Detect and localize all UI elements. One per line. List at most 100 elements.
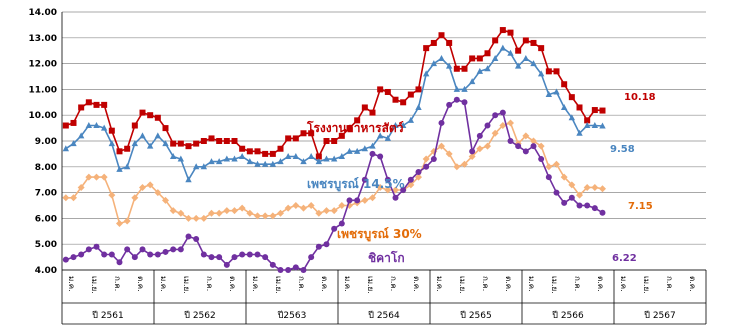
x-tick-label: ม.ค. [67, 276, 76, 292]
data-point [545, 163, 553, 171]
data-point [170, 246, 177, 253]
data-point [530, 143, 537, 150]
data-point [93, 173, 100, 181]
data-point [300, 130, 307, 137]
data-point [476, 145, 484, 153]
data-point [584, 117, 591, 124]
data-point [300, 158, 307, 165]
data-point [284, 152, 292, 159]
data-point [599, 107, 606, 114]
data-point [461, 99, 468, 106]
end-value-feed-mill: 10.18 [624, 92, 656, 103]
data-point [361, 145, 369, 152]
data-point [330, 155, 338, 162]
data-point [269, 150, 276, 157]
data-point [284, 204, 292, 212]
end-value-phetchabun-14-5: 9.58 [610, 144, 635, 155]
data-point [300, 267, 307, 273]
data-point [208, 158, 215, 165]
x-tick-label: เม.ย. [550, 276, 559, 294]
data-point [62, 194, 70, 202]
data-point [338, 202, 346, 209]
data-point [430, 39, 437, 46]
data-point [400, 187, 407, 194]
series-0 [62, 27, 606, 160]
series-label-feed-mill: โรงงานอาหารสัตว์ [306, 120, 404, 135]
data-point [430, 60, 438, 67]
data-point [484, 122, 491, 129]
data-point [354, 197, 361, 204]
y-tick-label: 12.00 [29, 60, 57, 70]
data-point [269, 261, 276, 268]
data-point [430, 156, 437, 163]
series-line [65, 29, 603, 159]
data-point [530, 60, 537, 67]
data-point [568, 114, 576, 121]
data-point [553, 68, 560, 75]
x-tick-label: ม.ค. [159, 276, 168, 292]
data-point [407, 176, 414, 183]
data-point [131, 194, 139, 202]
data-point [261, 212, 269, 220]
data-point [254, 160, 261, 167]
data-point [491, 54, 499, 61]
data-point [422, 155, 430, 163]
series-2 [62, 119, 606, 228]
y-tick-label: 5.00 [35, 240, 57, 250]
data-point [537, 70, 545, 77]
data-point [285, 267, 292, 273]
data-point [499, 109, 506, 116]
data-point [131, 140, 139, 147]
data-point [461, 85, 468, 92]
data-point [162, 248, 169, 255]
data-point [507, 49, 514, 56]
end-value-phetchabun-30: 7.15 [628, 201, 653, 212]
x-tick-label: ก.ค. [481, 276, 490, 291]
data-point [423, 45, 430, 52]
data-point [499, 27, 506, 34]
data-point [147, 251, 154, 258]
data-point [192, 163, 200, 170]
data-point [331, 138, 338, 144]
data-point [254, 212, 261, 220]
x-tick-label: ก.ค. [297, 276, 306, 291]
data-point [599, 209, 606, 216]
x-tick-label: เม.ย. [274, 276, 283, 294]
x-tick-label: ต.ค. [596, 276, 605, 292]
data-point [85, 173, 93, 181]
year-label: ปี2563 [278, 310, 307, 321]
x-tick-label: เม.ย. [642, 276, 651, 294]
data-point [507, 119, 514, 127]
data-point [269, 212, 277, 220]
data-point [553, 160, 560, 168]
year-label: ปี 2566 [552, 310, 584, 321]
data-point [154, 251, 161, 258]
data-point [591, 205, 598, 212]
data-point [308, 254, 315, 261]
data-point [93, 122, 100, 129]
data-point [154, 114, 161, 121]
data-point [185, 176, 192, 183]
data-point [323, 241, 330, 248]
series-label-chicago: ชิคาโก [368, 250, 405, 265]
data-point [353, 147, 361, 154]
data-point [422, 70, 430, 77]
data-point [522, 132, 530, 140]
data-point [116, 148, 123, 155]
data-point [101, 251, 108, 258]
data-point [62, 256, 69, 263]
data-point [223, 155, 231, 162]
data-point [277, 158, 284, 165]
data-point [231, 254, 238, 261]
data-point [262, 150, 269, 157]
data-point [568, 181, 576, 189]
data-point [576, 129, 583, 136]
data-point [346, 147, 353, 154]
data-point [530, 137, 537, 145]
data-point [492, 112, 499, 119]
data-point [384, 134, 392, 141]
data-point [315, 158, 323, 165]
data-point [400, 99, 407, 106]
x-tick-label: ม.ค. [251, 276, 260, 292]
